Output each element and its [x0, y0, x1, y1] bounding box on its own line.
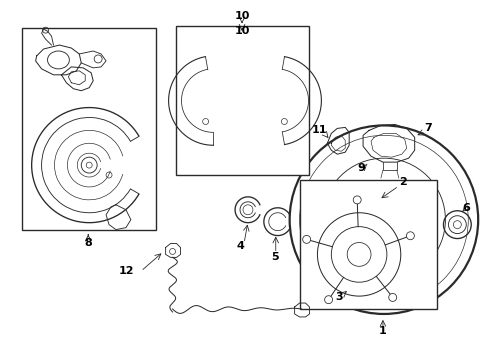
Text: 10: 10: [234, 26, 249, 36]
Circle shape: [388, 293, 396, 301]
Text: 2: 2: [398, 177, 406, 187]
Bar: [175, 26, 309, 175]
Circle shape: [352, 196, 361, 204]
Text: 10: 10: [234, 11, 249, 21]
Text: 5: 5: [270, 252, 278, 262]
Text: 7: 7: [424, 123, 431, 134]
Text: 12: 12: [119, 266, 134, 276]
Text: 3: 3: [335, 292, 343, 302]
Text: 6: 6: [461, 203, 469, 213]
Text: 1: 1: [378, 326, 386, 336]
Text: 11: 11: [311, 125, 326, 135]
Text: 9: 9: [356, 163, 364, 173]
Circle shape: [302, 235, 310, 243]
Circle shape: [324, 296, 332, 303]
Circle shape: [406, 232, 413, 240]
Text: 4: 4: [236, 242, 244, 252]
Bar: [21, 28, 155, 230]
Bar: [299, 180, 436, 309]
Text: 8: 8: [84, 238, 92, 248]
